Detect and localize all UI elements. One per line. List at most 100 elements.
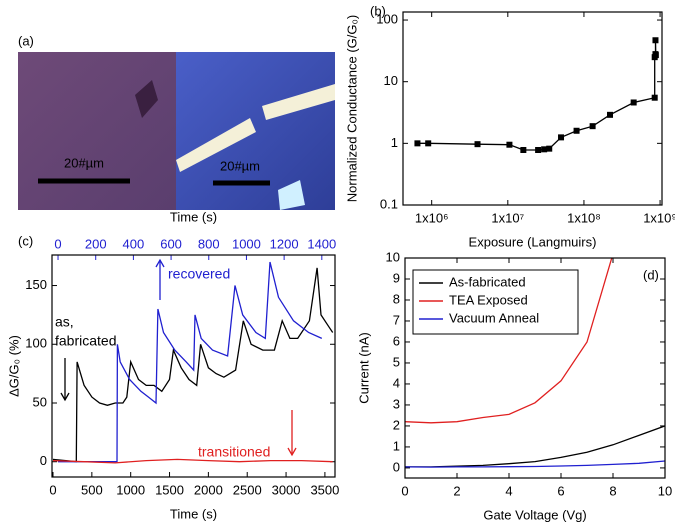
- ribbon: [176, 118, 256, 172]
- marker: [425, 140, 432, 147]
- x-tick-label: 1x10⁹: [643, 210, 675, 225]
- axes-frame: [404, 257, 666, 479]
- y-tick-label: 1: [391, 135, 398, 150]
- x-tick-label: 2500: [233, 482, 262, 497]
- crystal: [278, 180, 305, 210]
- marker: [520, 146, 527, 153]
- y-tick-label: 10: [386, 249, 400, 264]
- annotation: as,: [55, 314, 74, 330]
- arrow-head: [155, 258, 165, 268]
- scale-label: 20#µm: [220, 158, 260, 173]
- axes-frame: [51, 254, 336, 478]
- annotation: transitioned: [198, 444, 270, 460]
- marker: [573, 127, 580, 134]
- y-tick-label: 2: [393, 417, 400, 432]
- x-tick-label: 1x10⁶: [415, 210, 449, 225]
- annotation: recovered: [168, 266, 230, 282]
- ribbon: [262, 84, 335, 120]
- marker: [474, 141, 481, 148]
- x2-tick-label: 200: [85, 236, 107, 251]
- axes-frame: [402, 11, 663, 206]
- marker: [652, 52, 659, 59]
- x2-tick-label: 800: [198, 236, 220, 251]
- series-line: [405, 258, 613, 424]
- marker: [630, 99, 637, 106]
- x-tick-label: 3000: [272, 482, 301, 497]
- y-axis-title: Current (nA): [356, 332, 371, 404]
- plot-area: [405, 258, 665, 468]
- panel-label: (b): [370, 3, 386, 18]
- x-tick-label: 3500: [310, 482, 339, 497]
- x-tick-label: 0: [49, 482, 56, 497]
- marker: [541, 146, 548, 153]
- x-tick-label: 1500: [155, 482, 184, 497]
- series-line: [417, 40, 657, 151]
- marker: [414, 140, 421, 147]
- scale-label: 20#µm: [64, 155, 104, 170]
- x-tick-label: 4: [505, 483, 512, 498]
- x-tick-label: 2000: [194, 482, 223, 497]
- y-tick-label: 5: [393, 354, 400, 369]
- panel-label: (d): [643, 267, 659, 282]
- y-axis-title: Normalized Conductance (G/G₀): [344, 15, 359, 202]
- marker: [506, 141, 513, 148]
- x2-tick-label: 1200: [270, 236, 299, 251]
- series-line: [52, 458, 333, 464]
- legend-box: [412, 269, 579, 335]
- y-tick-label: 0.1: [380, 196, 398, 211]
- x-tick-label: 8: [609, 483, 616, 498]
- y-tick-label: 0: [40, 453, 47, 468]
- series-line: [405, 425, 665, 468]
- series-line: [405, 460, 665, 468]
- marker: [535, 146, 542, 153]
- x-tick-label: 0: [401, 483, 408, 498]
- x-tick-label: 500: [81, 482, 103, 497]
- y-tick-label: 1: [393, 438, 400, 453]
- x-tick-label: 6: [557, 483, 564, 498]
- panel-label: (a): [18, 33, 34, 48]
- x2-tick-label: 1400: [307, 236, 336, 251]
- marker: [558, 134, 565, 141]
- arrow-head: [60, 392, 70, 402]
- marker: [589, 123, 596, 130]
- y-axis-title: ΔG/G₀ (%): [6, 335, 21, 397]
- series-line: [52, 267, 334, 463]
- annotation: fabricated: [55, 333, 116, 349]
- x-tick-label: 1x10⁷: [491, 210, 524, 225]
- arrow-head: [287, 447, 297, 457]
- legend-label: TEA Exposed: [449, 292, 528, 307]
- y-tick-label: 100: [25, 336, 47, 351]
- x2-axis-title: Time (s): [170, 209, 217, 224]
- y-tick-label: 10: [384, 73, 398, 88]
- y-tick-label: 3: [393, 396, 400, 411]
- plot-area: [414, 37, 659, 153]
- y-tick-label: 100: [376, 11, 398, 26]
- x2-tick-label: 600: [160, 236, 182, 251]
- y-tick-label: 150: [25, 277, 47, 292]
- marker: [652, 37, 659, 44]
- x-tick-label: 1000: [116, 482, 145, 497]
- flake: [135, 80, 158, 118]
- x-tick-label: 1x10⁸: [567, 210, 601, 225]
- x-tick-label: 10: [658, 483, 672, 498]
- y-tick-label: 6: [393, 333, 400, 348]
- x-tick-label: 2: [453, 483, 460, 498]
- x2-tick-label: 1000: [232, 236, 261, 251]
- x2-tick-label: 0: [54, 236, 61, 251]
- y-tick-label: 0: [393, 459, 400, 474]
- marker: [546, 145, 553, 152]
- x-axis-title: Exposure (Langmuirs): [469, 234, 597, 249]
- y-tick-label: 8: [393, 291, 400, 306]
- plot-area: [52, 261, 334, 464]
- y-tick-label: 7: [393, 312, 400, 327]
- y-tick-label: 4: [393, 375, 400, 390]
- marker: [651, 94, 658, 101]
- x2-tick-label: 400: [123, 236, 145, 251]
- y-tick-label: 50: [33, 394, 47, 409]
- y-tick-label: 9: [393, 270, 400, 285]
- series-line: [58, 261, 323, 463]
- marker: [607, 111, 614, 118]
- legend-label: Vacuum Anneal: [449, 310, 539, 325]
- x-axis-title: Gate Voltage (Vg): [483, 507, 586, 522]
